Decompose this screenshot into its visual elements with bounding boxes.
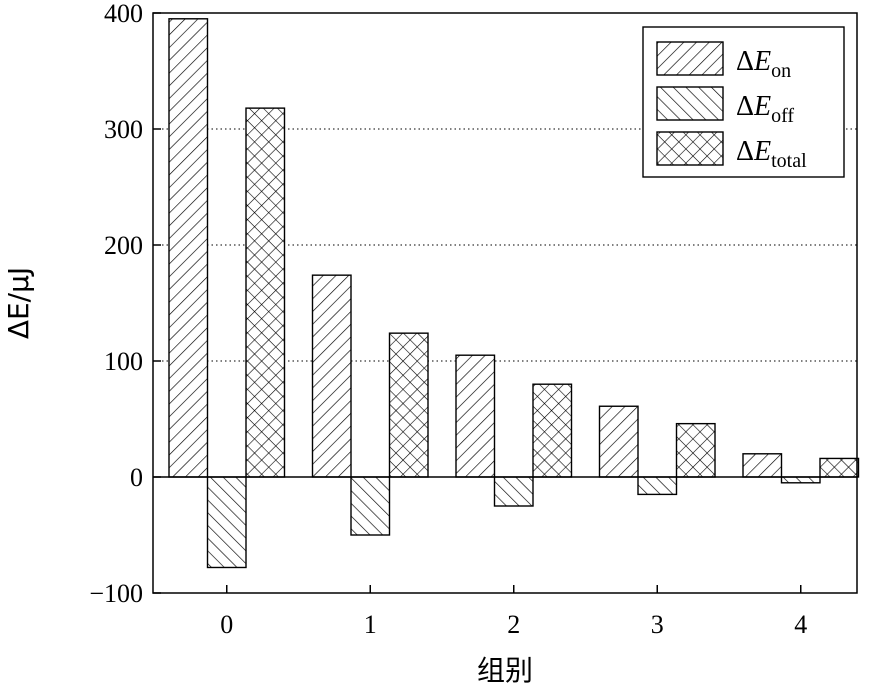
- y-tick-label: 200: [104, 231, 143, 260]
- legend-swatch: [656, 131, 724, 166]
- bar-total-2: [532, 383, 573, 478]
- x-tick-label: 0: [220, 610, 233, 639]
- y-tick-label: 400: [104, 0, 143, 28]
- x-axis-title: 组别: [477, 654, 533, 687]
- bar-off-0: [206, 476, 247, 569]
- x-tick-label: 1: [364, 610, 377, 639]
- y-tick-label: 100: [104, 347, 143, 376]
- bar-off-1: [350, 476, 391, 536]
- bar-on-3: [598, 405, 639, 478]
- bar-on-4: [742, 453, 783, 478]
- bar-on-1: [311, 274, 352, 478]
- bar-off-3: [637, 476, 678, 496]
- x-tick-label: 4: [794, 610, 807, 639]
- plot-frame: [152, 12, 858, 594]
- legend-swatch: [656, 86, 724, 121]
- bar-total-1: [388, 332, 429, 478]
- y-tick-label: 0: [130, 463, 143, 492]
- y-axis-title: ΔE/μJ: [2, 267, 35, 339]
- bar-total-0: [245, 107, 286, 478]
- y-tick-label: 300: [104, 115, 143, 144]
- legend-label: ΔEoff: [736, 91, 794, 127]
- legend: ΔEon ΔEoff ΔEtotal: [642, 26, 845, 178]
- y-axis: −100 0 100 200 300 400: [89, 0, 161, 608]
- legend-label: ΔEon: [736, 46, 791, 82]
- bar-total-4: [819, 457, 860, 478]
- x-tick-label: 3: [651, 610, 664, 639]
- bar-off-4: [780, 476, 821, 484]
- x-tick-label: 2: [507, 610, 520, 639]
- y-tick-label: −100: [89, 579, 143, 608]
- x-axis: 0 1 2 3 4: [220, 585, 807, 639]
- bar-total-3: [675, 422, 716, 478]
- legend-swatch: [656, 41, 724, 76]
- bar-on-0: [168, 18, 209, 478]
- bars: [168, 18, 860, 569]
- bar-on-2: [455, 354, 496, 478]
- bar-off-2: [493, 476, 534, 507]
- legend-label: ΔEtotal: [736, 136, 807, 172]
